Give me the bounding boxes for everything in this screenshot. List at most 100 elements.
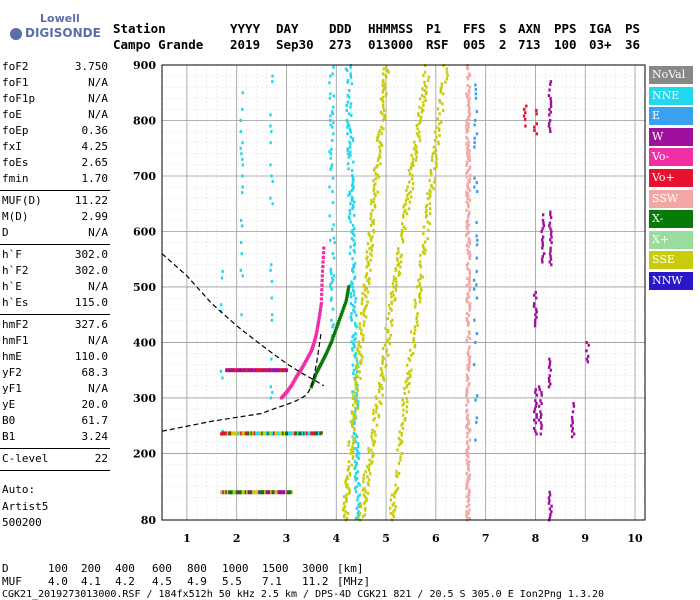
es-echo <box>268 431 271 436</box>
echo-mark <box>406 197 410 201</box>
es-echo <box>261 431 264 436</box>
echo-mark <box>428 188 431 192</box>
echo-mark <box>385 92 388 96</box>
echo-mark <box>396 257 399 261</box>
echo-mark <box>424 215 428 219</box>
echo-mark <box>468 365 471 369</box>
echo-mark <box>548 493 552 497</box>
x-tick-label: 2 <box>233 532 241 545</box>
es-echo <box>287 431 290 436</box>
echo-mark <box>468 302 472 306</box>
header-label: P1 <box>426 21 442 36</box>
echo-mark <box>465 471 469 475</box>
echo-mark <box>351 288 355 292</box>
echo-mark <box>586 360 590 364</box>
echo-mark <box>378 385 381 389</box>
echo-mark <box>407 207 411 211</box>
echo-mark <box>353 275 357 279</box>
echo-mark <box>349 292 352 296</box>
echo-mark <box>468 438 472 442</box>
echo-mark <box>363 307 367 311</box>
echo-mark <box>395 475 399 479</box>
echo-mark <box>348 145 352 149</box>
echo-mark <box>474 92 478 96</box>
param-value: 2.99 <box>81 210 109 223</box>
es-echo <box>256 490 259 495</box>
es-echo <box>286 431 289 436</box>
echo-mark <box>394 288 398 292</box>
echo-mark <box>355 490 358 494</box>
echo-mark <box>348 212 352 216</box>
echo-mark <box>348 488 351 492</box>
echo-mark <box>414 302 417 306</box>
legend-item: NNE <box>649 86 693 105</box>
echo-mark <box>421 245 425 249</box>
param-divider <box>0 470 110 471</box>
es-echo <box>304 431 307 436</box>
echo-mark <box>467 503 471 507</box>
echo-mark <box>400 228 404 232</box>
es-echo <box>228 490 231 495</box>
echo-mark <box>349 295 353 299</box>
es-echo <box>241 490 244 495</box>
echo-mark <box>401 240 405 244</box>
param-row: foF2 3.750 <box>2 60 108 76</box>
echo-mark <box>418 282 421 286</box>
echo-mark <box>355 461 359 465</box>
echo-mark <box>549 82 552 86</box>
echo-mark <box>240 224 244 228</box>
es-echo <box>232 490 235 495</box>
echo-mark <box>389 498 393 502</box>
echo-mark <box>429 168 433 172</box>
echo-mark <box>354 478 357 482</box>
param-value: N/A <box>88 108 108 121</box>
echo-mark <box>466 153 469 157</box>
es-echo <box>243 431 246 436</box>
echo-mark <box>467 117 470 121</box>
x-tick-label: 7 <box>482 532 490 545</box>
echo-mark <box>220 303 223 307</box>
echo-mark <box>349 153 352 157</box>
y-tick-label: 600 <box>133 225 156 238</box>
x-tick-label: 4 <box>332 532 340 545</box>
echo-mark <box>331 125 334 129</box>
echo-mark <box>328 185 331 189</box>
echo-mark <box>415 132 419 136</box>
es-echo <box>234 490 237 495</box>
echo-mark <box>372 453 375 457</box>
echo-mark <box>366 465 369 469</box>
echo-mark <box>371 208 374 212</box>
echo-mark <box>468 287 471 291</box>
echo-mark <box>446 74 449 78</box>
echo-mark <box>378 148 382 152</box>
trace-point <box>335 324 339 328</box>
echo-mark <box>466 323 470 327</box>
echo-mark <box>386 330 390 334</box>
logo-product: DIGISONDE <box>10 26 101 40</box>
echo-mark <box>534 421 538 425</box>
echo-mark <box>352 270 355 274</box>
echo-mark <box>408 180 411 184</box>
echo-mark <box>365 295 368 299</box>
es-echo <box>271 490 274 495</box>
echo-mark <box>532 302 536 306</box>
echo-mark <box>467 89 471 93</box>
echo-mark <box>467 245 470 249</box>
echo-mark <box>366 300 369 304</box>
echo-mark <box>465 297 469 301</box>
echo-mark <box>372 222 375 226</box>
echo-mark <box>406 383 409 387</box>
echo-mark <box>466 84 469 88</box>
echo-mark <box>403 418 407 422</box>
echo-mark <box>374 433 377 437</box>
echo-mark <box>396 252 399 256</box>
echo-mark <box>221 376 224 380</box>
trace-point <box>327 346 331 350</box>
echo-mark <box>365 287 369 291</box>
echo-mark <box>331 227 334 231</box>
echo-mark <box>429 172 433 176</box>
param-row: M(D) 2.99 <box>2 210 108 226</box>
param-label: yF1 <box>2 382 22 395</box>
param-label: h`E <box>2 280 22 293</box>
echo-mark <box>358 370 361 374</box>
